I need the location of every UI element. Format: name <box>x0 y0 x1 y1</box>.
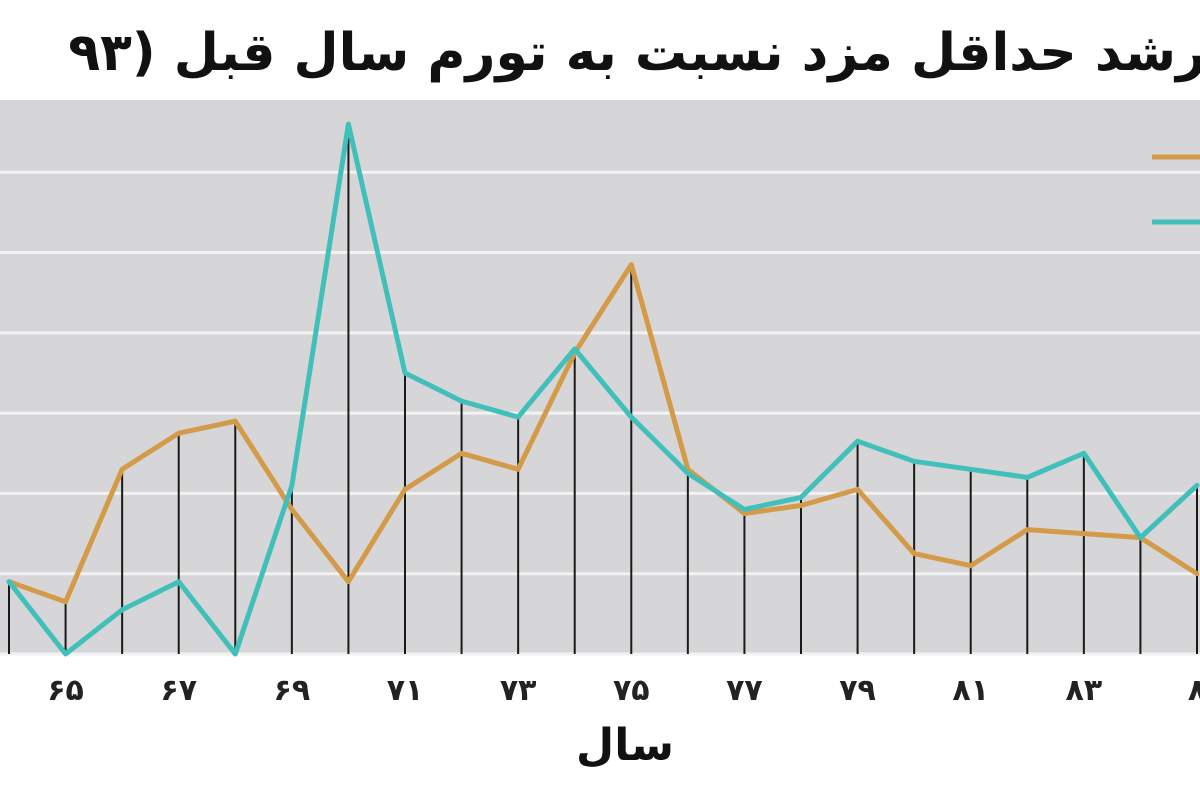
x-tick-label: ۸۱ <box>952 673 989 708</box>
series-line-1 <box>6 262 1200 605</box>
series-lines <box>6 121 1200 657</box>
x-tick-label: ۶۷ <box>160 673 197 708</box>
vertical-drop-lines <box>8 124 1198 654</box>
x-tick-label: ۸۳ <box>1066 673 1103 708</box>
x-tick-label: ۷۱ <box>387 673 424 708</box>
x-tick-label: ۶۵ <box>47 673 84 708</box>
x-axis-label: سال <box>576 720 674 771</box>
x-tick-label: ۷۷ <box>726 673 763 708</box>
x-tick-label: ۸ <box>1188 673 1200 708</box>
x-tick-label: ۶۹ <box>274 673 311 708</box>
x-tick-label: ۷۵ <box>613 673 650 708</box>
chart-title: رشد حداقل مزد نسبت به تورم سال قبل (۹۳ <box>68 23 1200 83</box>
legend <box>1152 154 1200 225</box>
series-line-2 <box>6 121 1200 657</box>
gridlines <box>0 170 1200 656</box>
x-tick-label: ۷۳ <box>500 673 537 708</box>
x-axis-ticks: ۶۵ ۶۷ ۶۹ ۷۱ ۷۳ ۷۵ ۷۷ ۷۹ ۸۱ ۸۳ ۸ <box>47 673 1200 708</box>
x-tick-label: ۷۹ <box>839 673 876 708</box>
